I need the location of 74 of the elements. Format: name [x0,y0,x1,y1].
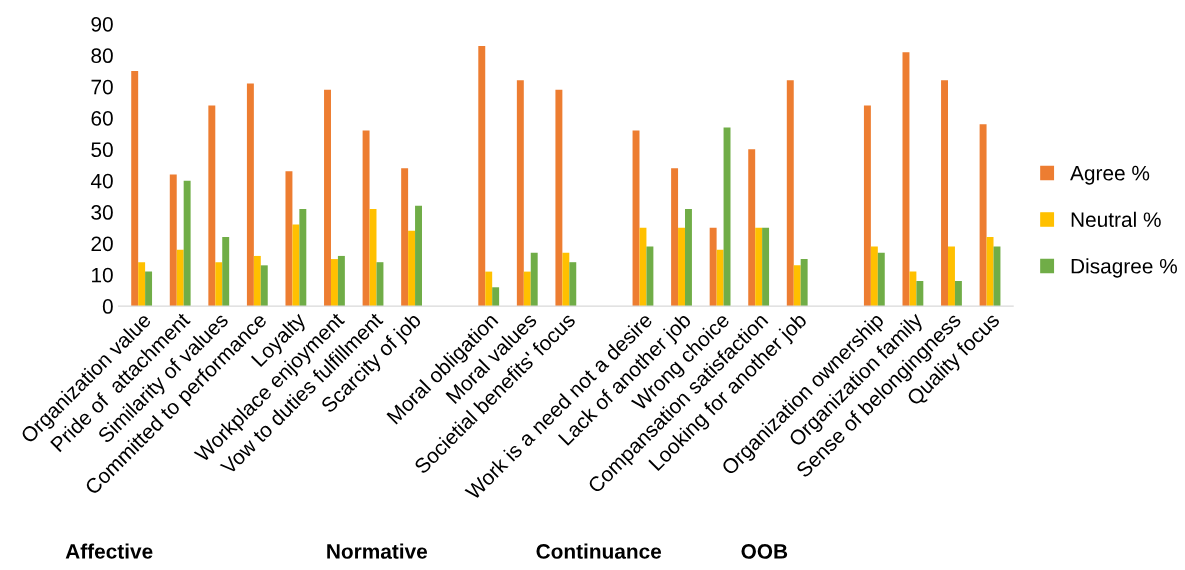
y-tick-label: 20 [91,236,113,252]
legend-label: Neutral % [1071,211,1161,228]
bar [902,52,910,307]
bar [723,127,731,307]
bar [215,262,223,307]
bar [169,174,177,307]
bar [709,227,717,307]
y-tick-label: 10 [92,267,113,283]
bar [639,227,647,307]
bar [948,246,955,307]
bar [516,80,524,307]
bar [176,249,184,307]
bar [555,89,563,307]
y-tick-label: 30 [91,205,113,220]
bar [478,45,486,307]
bar [569,262,577,307]
bar [222,237,230,307]
bar [492,287,500,307]
bar [916,281,924,307]
bar [678,227,685,307]
y-tick-label: 40 [90,173,113,189]
bar [138,262,146,307]
bar [877,252,885,307]
legend-label: Agree % [1070,165,1150,185]
bar [299,208,307,307]
bar [562,252,570,307]
bar [748,149,756,307]
bar [401,168,409,307]
bar [800,259,808,307]
bar [762,227,770,307]
legend-label: Disagree % [1071,258,1177,278]
text: OOB [741,544,788,559]
bar [183,180,191,307]
y-tick-label: 90 [91,16,113,32]
bar [208,105,216,307]
bar [870,246,878,307]
y-tick-label: 60 [91,110,113,126]
y-tick-label: 70 [91,79,113,95]
bar [362,130,370,307]
bar [793,265,801,307]
bar [131,70,139,307]
text: Normative [327,543,428,559]
bar [246,83,254,307]
y-tick-label: 80 [91,48,113,64]
bar [646,246,654,307]
bar [863,105,871,307]
bar [285,171,293,307]
text: Continuance [536,543,662,559]
bar [716,249,724,307]
bar [330,259,338,307]
y-tick-label: 50 [91,142,113,158]
bar [523,271,531,307]
bar [954,281,962,307]
bar [941,80,948,307]
bar [145,271,153,307]
bar [376,262,384,307]
bar [986,237,994,307]
bar [755,227,763,307]
bar [685,208,692,307]
bar [979,124,987,307]
bar [292,224,300,307]
bar [909,271,917,307]
bar [260,265,268,307]
bar [671,168,679,307]
bar [408,230,416,307]
bar [786,80,794,307]
bar [253,255,261,307]
bar [530,252,538,307]
bar [337,255,345,307]
y-tick-label: 0 [102,299,113,314]
bar [324,89,331,307]
text: Affective [65,543,153,559]
bar [415,205,422,307]
bar [485,271,493,307]
